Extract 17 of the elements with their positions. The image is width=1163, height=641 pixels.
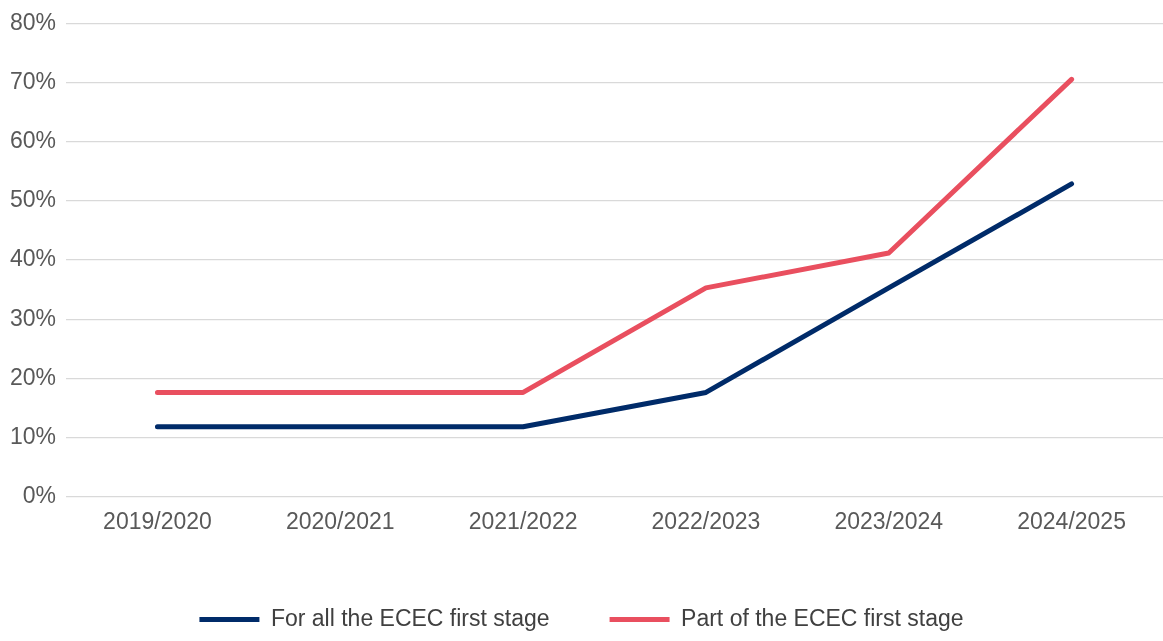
x-tick-label: 2024/2025: [1017, 507, 1126, 534]
y-tick-label: 20%: [9, 363, 57, 390]
x-tick-label: 2020/2021: [285, 507, 395, 534]
y-tick-label: 80%: [9, 9, 57, 36]
x-tick-label: 2019/2020: [103, 507, 212, 534]
x-tick-label: 2023/2024: [834, 507, 944, 534]
legend-label: Part of the ECEC first stage: [681, 604, 964, 631]
x-tick-label: 2021/2022: [468, 507, 578, 534]
y-tick-label: 40%: [9, 245, 57, 272]
y-tick-label: 50%: [9, 186, 57, 213]
y-tick-label: 30%: [9, 304, 57, 331]
y-tick-label: 0%: [22, 481, 57, 508]
y-tick-label: 60%: [9, 127, 57, 154]
legend-label: For all the ECEC first stage: [270, 604, 550, 631]
y-tick-label: 70%: [9, 68, 57, 95]
x-tick-label: 2022/2023: [651, 507, 761, 534]
y-tick-label: 10%: [9, 422, 57, 449]
